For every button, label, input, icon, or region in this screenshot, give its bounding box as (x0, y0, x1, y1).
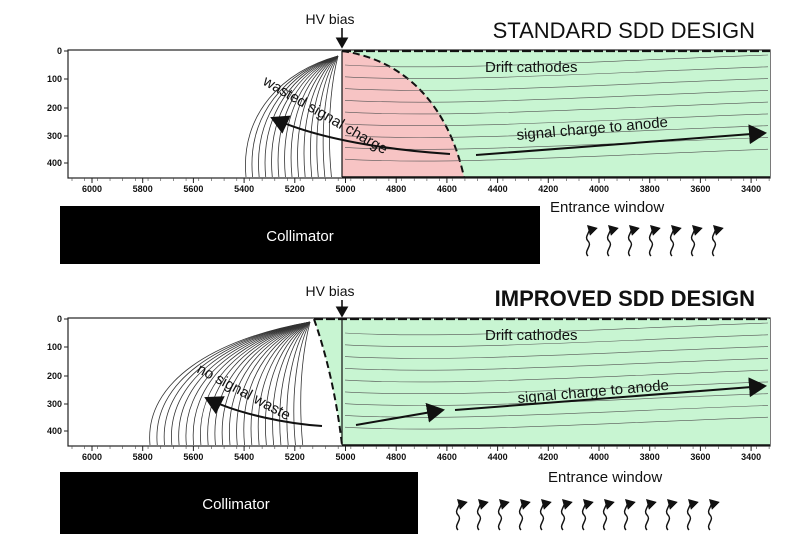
panel-standard: 0 100 200 300 400 6000 5800 5600 5400 5200 5000 48… (47, 11, 771, 264)
photon-arrow (711, 225, 724, 257)
photon-arrow (560, 499, 573, 531)
y-tick-label: 0 (57, 314, 62, 324)
x-axis-improved: 6000 5800 5600 5400 5200 5000 4800 4600 4400 4200… (71, 446, 770, 462)
entrance-window-label-standard: Entrance window (550, 199, 664, 216)
photon-arrow (690, 225, 703, 257)
photon-arrow (623, 499, 636, 531)
x-tick-label: 5000 (335, 184, 355, 194)
photon-arrow (455, 499, 468, 531)
x-tick-label: 3600 (690, 452, 710, 462)
x-tick-label: 4400 (488, 452, 508, 462)
photon-arrow (665, 499, 678, 531)
hv-bias-label-improved: HV bias (305, 283, 354, 299)
y-tick-label: 400 (47, 158, 62, 168)
x-axis-standard: 6000 5800 5600 5400 5200 5000 4800 4600 4400 4200… (71, 178, 770, 194)
x-tick-label: 3800 (640, 452, 660, 462)
collimator-standard (60, 206, 540, 264)
photon-arrows-improved (455, 499, 720, 531)
x-tick-label: 6000 (82, 452, 102, 462)
collimator-label-standard: Collimator (266, 228, 334, 245)
photon-arrow (648, 225, 661, 257)
x-tick-label: 5600 (183, 452, 203, 462)
x-tick-label: 3400 (741, 184, 761, 194)
x-tick-label: 3400 (741, 452, 761, 462)
photon-arrow (644, 499, 657, 531)
x-tick-label: 5000 (335, 452, 355, 462)
x-tick-label: 3600 (690, 184, 710, 194)
hv-bias-label-standard: HV bias (305, 11, 354, 27)
collimator-label-improved: Collimator (202, 496, 270, 513)
y-tick-label: 100 (47, 74, 62, 84)
photon-arrows-standard (585, 225, 724, 257)
panel-title-improved: IMPROVED SDD DESIGN (495, 286, 755, 311)
field-lines-improved (149, 321, 769, 446)
collimator-improved (60, 472, 418, 534)
entrance-window-label-improved: Entrance window (548, 469, 662, 486)
photon-arrow (606, 225, 619, 257)
y-tick-label: 400 (47, 426, 62, 436)
photon-arrow (518, 499, 531, 531)
x-tick-label: 6000 (82, 184, 102, 194)
waste-arrow-improved (204, 396, 323, 427)
panel-improved: 0 100 200 300 400 6000 5800 5600 5400 5200 5000 48… (47, 283, 771, 534)
x-tick-label: 5200 (285, 184, 305, 194)
x-tick-label: 4400 (488, 184, 508, 194)
drift-boundary-improved (313, 318, 343, 446)
photon-arrow (627, 225, 640, 257)
photon-arrow (476, 499, 489, 531)
waste-arrow-standard (270, 115, 451, 155)
y-tick-label: 0 (57, 46, 62, 56)
x-tick-label: 5400 (234, 184, 254, 194)
x-tick-label: 4800 (386, 184, 406, 194)
signal-arrow-standard (475, 124, 767, 156)
y-tick-label: 300 (47, 131, 62, 141)
x-tick-label: 4200 (538, 452, 558, 462)
y-tick-label: 200 (47, 103, 62, 113)
x-tick-label: 5600 (183, 184, 203, 194)
short-arrow-improved (355, 402, 445, 426)
photon-arrow (539, 499, 552, 531)
signal-arrow-improved (454, 377, 767, 411)
x-tick-label: 4800 (386, 452, 406, 462)
x-tick-label: 5800 (133, 184, 153, 194)
photon-arrow (602, 499, 615, 531)
photon-arrow (686, 499, 699, 531)
drift-cathodes-label-improved: Drift cathodes (485, 327, 578, 344)
x-tick-label: 4600 (437, 452, 457, 462)
drift-cathodes-label-standard: Drift cathodes (485, 59, 578, 76)
field-lines-standard (245, 54, 769, 178)
y-tick-label: 100 (47, 342, 62, 352)
x-tick-label: 4600 (437, 184, 457, 194)
x-tick-label: 5400 (234, 452, 254, 462)
x-tick-label: 4000 (589, 452, 609, 462)
y-axis-standard: 0 100 200 300 400 (47, 46, 68, 168)
y-axis-improved: 0 100 200 300 400 (47, 314, 68, 436)
x-tick-label: 5200 (285, 452, 305, 462)
x-tick-label: 5800 (133, 452, 153, 462)
x-tick-label: 3800 (640, 184, 660, 194)
photon-arrow (497, 499, 510, 531)
photon-arrow (585, 225, 598, 257)
x-tick-label: 4200 (538, 184, 558, 194)
panel-title-standard: STANDARD SDD DESIGN (493, 18, 755, 43)
photon-arrow (581, 499, 594, 531)
photon-arrow (707, 499, 720, 531)
y-tick-label: 300 (47, 399, 62, 409)
x-tick-label: 4000 (589, 184, 609, 194)
y-tick-label: 200 (47, 371, 62, 381)
photon-arrow (669, 225, 682, 257)
